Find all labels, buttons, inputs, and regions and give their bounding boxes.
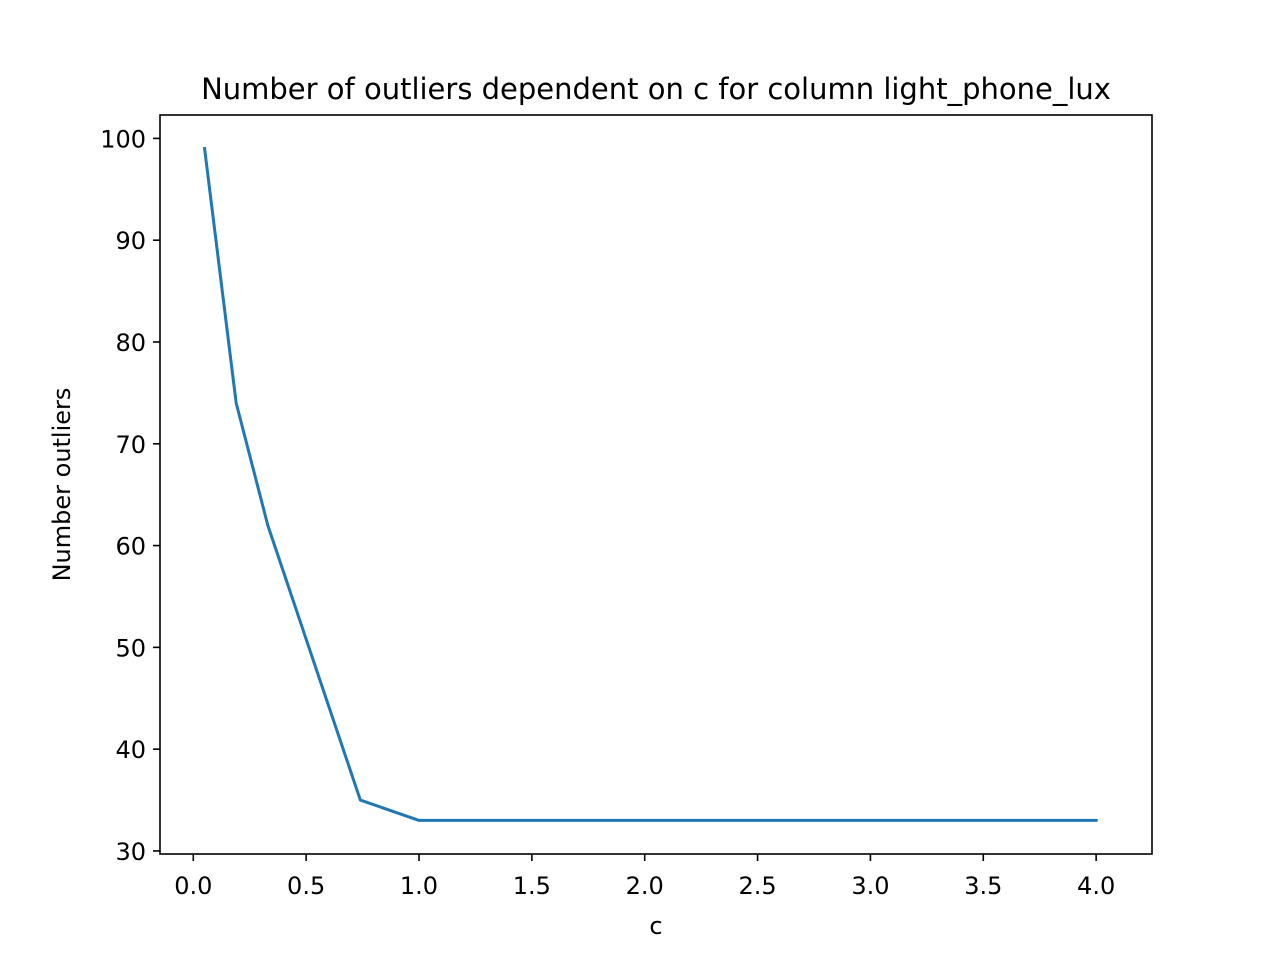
x-axis-ticks: 0.0 0.5 1.0 1.5 2.0 2.5 3.0 3.5 4.0 (174, 854, 1115, 900)
series-line-0 (202, 146, 1098, 822)
x-tick-label: 1.0 (400, 872, 438, 900)
y-tick-label: 80 (115, 329, 146, 357)
x-tick-label: 3.5 (964, 872, 1002, 900)
y-tick-label: 100 (100, 125, 146, 153)
x-tick-label: 0.0 (174, 872, 212, 900)
x-tick-label: 3.0 (851, 872, 889, 900)
x-tick-label: 2.5 (738, 872, 776, 900)
series-layer (202, 146, 1098, 822)
x-tick-label: 1.5 (513, 872, 551, 900)
x-tick-label: 4.0 (1077, 872, 1115, 900)
y-tick-label: 70 (115, 431, 146, 459)
y-tick-label: 30 (115, 838, 146, 866)
y-tick-label: 40 (115, 736, 146, 764)
x-tick-label: 0.5 (287, 872, 325, 900)
y-axis-label: Number outliers (48, 388, 76, 582)
chart-title: Number of outliers dependent on c for co… (201, 72, 1111, 106)
y-tick-label: 50 (115, 634, 146, 662)
y-tick-label: 60 (115, 533, 146, 561)
x-tick-label: 2.0 (626, 872, 664, 900)
y-axis-ticks: 30 40 50 60 70 80 90 100 (100, 125, 160, 866)
x-axis-label: c (649, 912, 662, 940)
plot-frame (159, 114, 1153, 855)
y-tick-label: 90 (115, 227, 146, 255)
